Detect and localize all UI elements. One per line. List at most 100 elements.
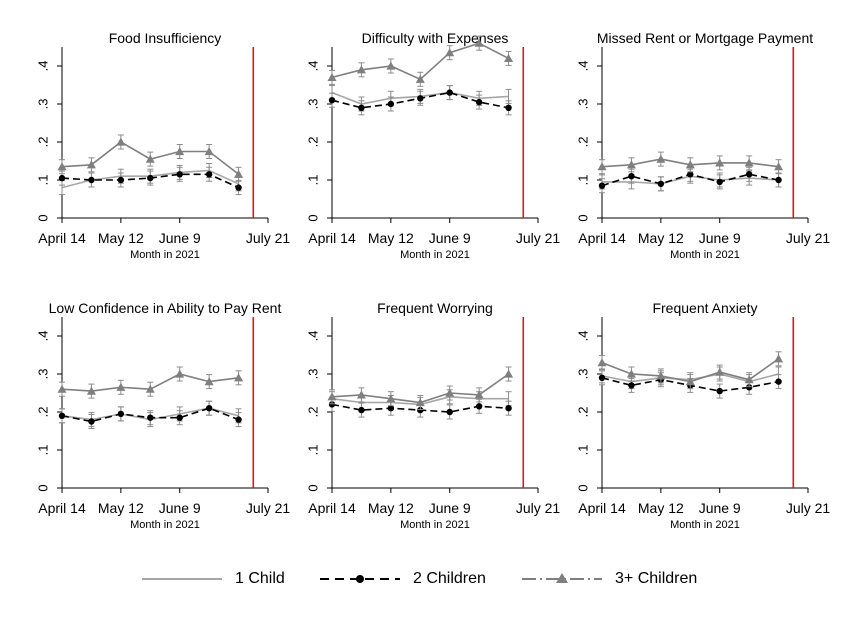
x-axis-label: Month in 2021 [130,519,200,531]
data-point [58,174,66,182]
series-2-children [58,400,242,429]
x-tick-label: July 21 [246,500,291,516]
data-point [505,405,512,412]
data-point [775,378,782,385]
data-point [235,184,242,191]
x-axis-label: Month in 2021 [670,519,740,531]
series-2-children [328,85,512,116]
data-point [744,158,754,167]
data-point [715,158,725,167]
legend-item-3-plus-children: 3+ Children [522,564,722,594]
y-tick-label: .2 [575,407,590,418]
data-point [774,354,784,363]
y-tick-label: 0 [305,484,320,491]
legend-swatch-2-children [320,575,400,583]
data-point [656,371,666,380]
y-tick-label: .4 [305,331,320,342]
y-tick-label: .1 [575,445,590,456]
data-point [685,160,695,169]
x-tick-label: July 21 [246,230,291,246]
data-point [328,401,336,408]
x-tick-label: June 9 [429,500,471,516]
data-point [445,48,455,57]
data-point [57,162,67,171]
data-point [386,61,396,70]
data-point [504,369,514,378]
legend-item-2-children: 2 Children [320,564,510,594]
data-point [88,418,95,425]
data-point [446,89,453,96]
data-point [205,405,213,412]
panel-5: Frequent Worrying 0 .1 .2 .3 .4 April 14 May 12… [305,300,560,531]
data-point [446,408,453,416]
data-point [656,154,666,163]
x-tick-label: April 14 [308,500,356,516]
data-point [358,104,365,112]
data-point [145,154,155,163]
y-tick-label: .1 [305,445,320,456]
data-point [387,100,395,108]
y-tick-label: .1 [575,175,590,186]
data-point [117,410,125,418]
x-tick-label: July 21 [786,230,831,246]
y-tick-label: .2 [35,137,50,148]
data-point [445,388,455,397]
x-tick-label: April 14 [308,230,356,246]
y-tick-label: .3 [35,369,50,380]
data-point [685,377,695,386]
data-point [327,72,337,81]
series-3-plus-children [597,351,784,390]
legend-swatch-1-child [142,578,222,580]
series-2-children [58,166,242,196]
panel-4: Low Confidence in Ability to Pay Rent 0 .1… [35,300,290,531]
data-point [626,160,636,169]
x-tick-label: May 12 [98,230,144,246]
data-point [235,416,242,423]
legend-label: 2 Children [413,570,486,587]
data-point [175,147,185,156]
y-tick-label: .2 [35,407,50,418]
x-tick-label: July 21 [516,230,561,246]
y-tick-label: .4 [35,331,50,342]
y-tick-label: .2 [305,137,320,148]
x-axis-label: Month in 2021 [130,249,200,261]
panel-title: Difficulty with Expenses [362,30,509,46]
series-3-plus-children [327,35,514,87]
data-point [504,53,514,62]
y-tick-label: 0 [575,214,590,221]
data-point [716,178,723,186]
data-point [116,137,126,146]
data-point [145,384,155,393]
data-point [387,405,395,412]
data-point [176,171,183,178]
panel-1: Food Insufficiency 0 .1 .2 .3 .4 April 14 May 1… [35,30,290,261]
data-point [475,403,483,410]
y-tick-label: 0 [35,214,50,221]
series-3-plus-children [57,366,244,399]
data-point [415,74,425,83]
y-tick-label: .3 [575,369,590,380]
x-axis-label: Month in 2021 [670,249,740,261]
x-tick-label: April 14 [38,500,86,516]
x-tick-label: May 12 [368,500,414,516]
data-point [597,162,607,171]
x-tick-label: June 9 [699,230,741,246]
y-tick-label: .4 [35,61,50,72]
data-point [86,386,96,395]
legend-label: 3+ Children [615,570,698,587]
y-tick-label: .4 [305,61,320,72]
data-point [417,95,424,102]
data-point [386,394,396,403]
data-point [204,377,214,386]
data-point [234,373,244,382]
data-point [117,176,125,184]
data-point [628,173,635,180]
series-3-plus-children [597,151,784,175]
data-point [417,406,424,414]
data-point [175,369,185,378]
x-tick-label: April 14 [38,230,86,246]
data-point [356,65,366,74]
x-tick-label: July 21 [516,500,561,516]
data-point [716,387,723,395]
